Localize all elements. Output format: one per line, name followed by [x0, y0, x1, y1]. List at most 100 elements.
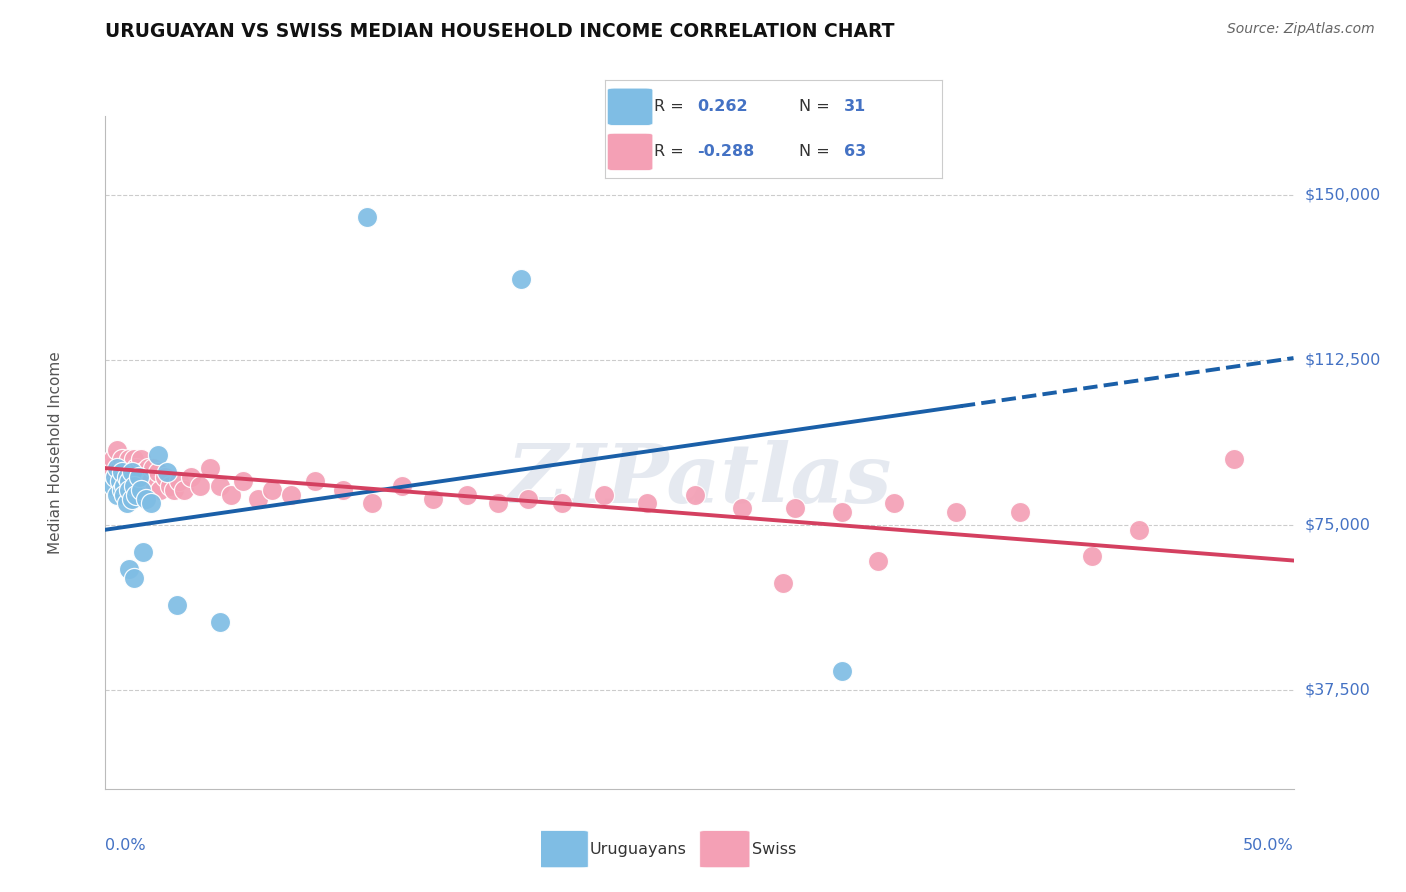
Point [114, 479, 136, 493]
Point [198, 461, 221, 475]
Point [636, 496, 658, 510]
Text: $37,500: $37,500 [1305, 683, 1371, 698]
Point [132, 545, 155, 559]
Point [135, 491, 157, 506]
FancyBboxPatch shape [607, 133, 652, 170]
Point [104, 470, 127, 484]
Text: R =: R = [654, 145, 689, 160]
Point [101, 452, 124, 467]
Point [356, 210, 378, 224]
Point [122, 479, 145, 493]
Point [115, 470, 138, 484]
Point [118, 562, 141, 576]
Point [1128, 523, 1150, 537]
Text: Uruguayans: Uruguayans [591, 842, 686, 856]
FancyBboxPatch shape [538, 830, 588, 868]
Point [304, 475, 326, 489]
Point [159, 479, 181, 493]
Point [280, 487, 302, 501]
FancyBboxPatch shape [700, 830, 749, 868]
Point [118, 483, 141, 497]
Point [772, 575, 794, 590]
Text: N =: N = [799, 145, 835, 160]
Point [122, 470, 145, 484]
Point [180, 470, 202, 484]
FancyBboxPatch shape [607, 88, 652, 126]
Point [115, 470, 138, 484]
Point [190, 479, 212, 493]
Point [360, 496, 382, 510]
Point [593, 487, 616, 501]
Text: ZIPatlas: ZIPatlas [506, 440, 893, 520]
Point [422, 491, 444, 506]
Point [128, 470, 150, 484]
Point [139, 496, 162, 510]
Point [517, 491, 540, 506]
Text: $112,500: $112,500 [1305, 352, 1381, 368]
Text: $75,000: $75,000 [1305, 518, 1371, 533]
Point [260, 483, 283, 497]
Point [166, 598, 188, 612]
Point [136, 461, 159, 475]
Text: 50.0%: 50.0% [1243, 838, 1294, 853]
Point [831, 505, 853, 519]
Text: Median Household Income: Median Household Income [48, 351, 63, 554]
Point [118, 475, 141, 489]
Text: URUGUAYAN VS SWISS MEDIAN HOUSEHOLD INCOME CORRELATION CHART: URUGUAYAN VS SWISS MEDIAN HOUSEHOLD INCO… [105, 22, 896, 41]
Point [486, 496, 509, 510]
Text: R =: R = [654, 99, 689, 114]
Point [129, 452, 152, 467]
Point [866, 553, 889, 567]
Point [111, 466, 134, 480]
Text: Source: ZipAtlas.com: Source: ZipAtlas.com [1227, 22, 1375, 37]
Point [456, 487, 478, 501]
Text: $150,000: $150,000 [1305, 187, 1381, 202]
Point [1223, 452, 1246, 467]
Point [683, 487, 706, 501]
Point [156, 466, 179, 480]
Point [108, 475, 131, 489]
Point [105, 443, 128, 458]
Point [146, 466, 169, 480]
Point [1080, 549, 1102, 563]
Point [945, 505, 967, 519]
Text: 63: 63 [844, 145, 866, 160]
Point [146, 448, 169, 462]
Text: N =: N = [799, 99, 835, 114]
Point [208, 615, 231, 629]
Point [114, 487, 136, 501]
Point [125, 461, 148, 475]
Point [108, 461, 131, 475]
Point [115, 479, 138, 493]
Point [153, 470, 176, 484]
Point [132, 466, 155, 480]
Point [142, 461, 165, 475]
Point [122, 571, 145, 585]
Point [167, 475, 190, 489]
Point [135, 479, 157, 493]
Point [111, 483, 134, 497]
Point [831, 664, 853, 678]
Point [118, 470, 141, 484]
Point [221, 487, 243, 501]
Point [121, 461, 143, 475]
Point [510, 272, 533, 286]
Point [121, 466, 143, 480]
Point [149, 483, 172, 497]
Text: -0.288: -0.288 [697, 145, 755, 160]
Point [139, 475, 162, 489]
Point [98, 461, 121, 475]
Point [550, 496, 572, 510]
Point [143, 479, 166, 493]
Point [232, 475, 254, 489]
Point [173, 483, 195, 497]
Text: 0.0%: 0.0% [105, 838, 146, 853]
Point [114, 461, 136, 475]
Point [104, 470, 127, 484]
Point [115, 496, 138, 510]
Point [129, 483, 152, 497]
Point [122, 452, 145, 467]
Point [121, 491, 143, 506]
Point [118, 452, 141, 467]
Point [111, 470, 134, 484]
